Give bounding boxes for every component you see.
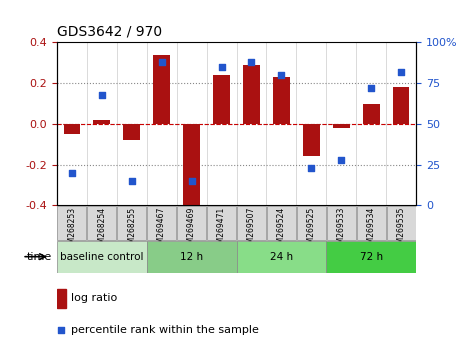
Text: baseline control: baseline control [60,252,143,262]
Point [338,157,345,162]
Text: GSM269533: GSM269533 [337,207,346,253]
FancyBboxPatch shape [57,206,86,240]
Text: GSM269471: GSM269471 [217,207,226,253]
FancyBboxPatch shape [177,206,206,240]
Text: GSM269534: GSM269534 [367,207,376,253]
Bar [94,120,110,124]
Text: percentile rank within the sample: percentile rank within the sample [71,325,259,335]
Bar [63,124,80,134]
Bar [57,289,66,308]
FancyBboxPatch shape [387,206,416,240]
Point [128,178,135,184]
FancyBboxPatch shape [88,206,116,240]
Point [98,92,105,97]
FancyBboxPatch shape [57,241,147,273]
FancyBboxPatch shape [147,241,236,273]
Text: GSM269507: GSM269507 [247,207,256,253]
Bar [363,104,379,124]
FancyBboxPatch shape [267,206,296,240]
Point [397,69,405,75]
Bar [153,55,170,124]
Bar [333,124,350,128]
Bar [303,124,320,156]
Text: GSM269535: GSM269535 [397,207,406,253]
Point [158,59,166,65]
FancyBboxPatch shape [207,206,236,240]
Text: GSM269524: GSM269524 [277,207,286,253]
Point [368,85,375,91]
FancyBboxPatch shape [236,241,326,273]
Bar [184,124,200,211]
FancyBboxPatch shape [117,206,146,240]
FancyBboxPatch shape [326,241,416,273]
Bar [243,65,260,124]
Bar [393,87,410,124]
FancyBboxPatch shape [357,206,385,240]
Text: GSM269469: GSM269469 [187,207,196,253]
Point [248,59,255,65]
Text: GSM268254: GSM268254 [97,207,106,253]
Text: log ratio: log ratio [71,293,117,303]
FancyBboxPatch shape [237,206,266,240]
Point [188,178,195,184]
Text: GSM268253: GSM268253 [67,207,76,253]
Text: 72 h: 72 h [360,252,383,262]
Point [307,165,315,171]
Point [218,64,225,70]
FancyBboxPatch shape [297,206,326,240]
Text: GDS3642 / 970: GDS3642 / 970 [57,25,162,39]
Text: GSM268255: GSM268255 [127,207,136,253]
Text: time: time [27,252,52,262]
FancyBboxPatch shape [147,206,176,240]
Bar [123,124,140,140]
Point [68,170,76,176]
Text: GSM269467: GSM269467 [157,207,166,253]
Text: 12 h: 12 h [180,252,203,262]
Point [58,327,65,333]
Text: 24 h: 24 h [270,252,293,262]
Bar [273,77,289,124]
Bar [213,75,230,124]
FancyBboxPatch shape [327,206,356,240]
Point [278,72,285,78]
Text: GSM269525: GSM269525 [307,207,316,253]
